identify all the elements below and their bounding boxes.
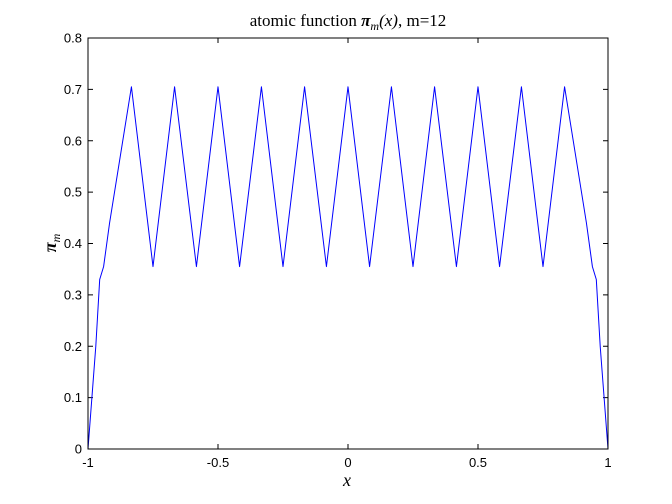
x-tick-label: 1 bbox=[604, 455, 611, 470]
y-tick-label: 0.1 bbox=[64, 390, 82, 405]
x-tick-label: -1 bbox=[82, 455, 94, 470]
x-tick-label: 0 bbox=[344, 455, 351, 470]
y-tick-label: 0.5 bbox=[64, 185, 82, 200]
y-tick-label: 0.6 bbox=[64, 133, 82, 148]
x-axis-label: x bbox=[342, 470, 351, 490]
y-tick-label: 0.8 bbox=[64, 31, 82, 46]
y-tick-label: 0.2 bbox=[64, 339, 82, 354]
y-tick-label: 0.4 bbox=[64, 236, 82, 251]
plot-area bbox=[88, 38, 608, 449]
series-line bbox=[87, 86, 609, 450]
tick-labels: -1 -0.5 0 0.5 1 0 0.1 0.2 0.3 0.4 0.5 0.6 0.7 0.8 bbox=[64, 31, 612, 471]
plot-frame bbox=[87, 37, 609, 450]
x-tick-label: -0.5 bbox=[207, 455, 229, 470]
y-axis-label: πm bbox=[40, 233, 63, 252]
y-tick-label: 0 bbox=[75, 442, 82, 457]
chart-title: atomic function πm(x), m=12 bbox=[250, 11, 447, 33]
y-tick-label: 0.7 bbox=[64, 82, 82, 97]
y-tick-label: 0.3 bbox=[64, 287, 82, 302]
x-tick-label: 0.5 bbox=[469, 455, 487, 470]
series-layer bbox=[87, 86, 609, 450]
